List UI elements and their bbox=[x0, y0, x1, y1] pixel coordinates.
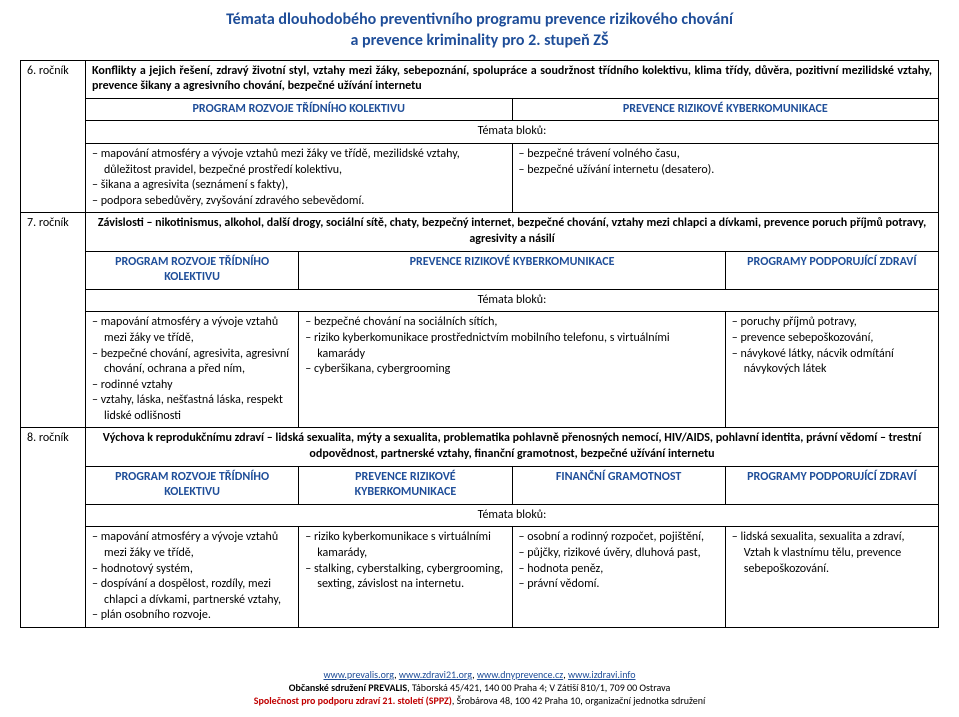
footer: www.prevalis.org, www.zdravi21.org, www.… bbox=[20, 668, 939, 707]
r7-col3: poruchy příjmů potravy, prevence sebepoš… bbox=[725, 312, 938, 428]
r7-topics-label: Témata bloků: bbox=[86, 289, 939, 312]
r8-topics-label: Témata bloků: bbox=[86, 504, 939, 527]
footer-link[interactable]: www.dnyprevence.cz bbox=[477, 668, 563, 681]
r6-right-list: bezpečné trávení volného času, bezpečné … bbox=[519, 147, 933, 178]
r8-topics-row: mapování atmosféry a vývoje vztahů mezi … bbox=[21, 527, 939, 628]
list-item: stalking, cyberstalking, cybergrooming, … bbox=[305, 562, 505, 593]
list-item: poruchy příjmů potravy, bbox=[732, 315, 932, 331]
r7-prog3: PROGRAMY PODPORUJÍCÍ ZDRAVÍ bbox=[725, 251, 938, 289]
r7-intro: Závislosti – nikotinismus, alkohol, dalš… bbox=[86, 213, 939, 251]
footer-link[interactable]: www.zdravi21.org bbox=[399, 668, 472, 681]
r7-col2: bezpečné chování na sociálních sítích, r… bbox=[299, 312, 726, 428]
r6-prog-right: PREVENCE RIZIKOVÉ KYBERKOMUNIKACE bbox=[512, 98, 939, 121]
list-item: vztahy, láska, nešťastná láska, respekt … bbox=[92, 393, 292, 424]
r6-left-list: mapování atmosféry a vývoje vztahů mezi … bbox=[92, 147, 506, 209]
r8-col3: osobní a rodinný rozpočet, pojištění, pů… bbox=[512, 527, 725, 628]
list-item: lidská sexualita, sexualita a zdraví, Vz… bbox=[732, 530, 932, 577]
r7-programs-row: PROGRAM ROZVOJE TŘÍDNÍHO KOLEKTIVU PREVE… bbox=[21, 251, 939, 289]
list-item: mapování atmosféry a vývoje vztahů mezi … bbox=[92, 147, 506, 178]
r8-intro: Výchova k reprodukčnímu zdraví – lidská … bbox=[86, 428, 939, 466]
main-title-line2: a prevence kriminality pro 2. stupeň ZŠ bbox=[20, 31, 939, 52]
r6-left-cell: mapování atmosféry a vývoje vztahů mezi … bbox=[86, 143, 513, 212]
footer-links: www.prevalis.org, www.zdravi21.org, www.… bbox=[20, 668, 939, 681]
r7-prog2: PREVENCE RIZIKOVÉ KYBERKOMUNIKACE bbox=[299, 251, 726, 289]
list-item: osobní a rodinný rozpočet, pojištění, bbox=[519, 530, 719, 546]
footer-link[interactable]: www.prevalis.org bbox=[323, 668, 394, 681]
r6-right-cell: bezpečné trávení volného času, bezpečné … bbox=[512, 143, 939, 212]
list-item: cyberšikana, cybergrooming bbox=[305, 362, 719, 378]
r7-prog1: PROGRAM ROZVOJE TŘÍDNÍHO KOLEKTIVU bbox=[86, 251, 299, 289]
r8-grade: 8. ročník bbox=[21, 428, 86, 628]
r8-col1: mapování atmosféry a vývoje vztahů mezi … bbox=[86, 527, 299, 628]
r8-programs-row: PROGRAM ROZVOJE TŘÍDNÍHO KOLEKTIVU PREVE… bbox=[21, 466, 939, 504]
r6-grade: 6. ročník bbox=[21, 60, 86, 213]
list-item: hodnota peněz, bbox=[519, 562, 719, 578]
r7-col1: mapování atmosféry a vývoje vztahů mezi … bbox=[86, 312, 299, 428]
main-table: 6. ročník Konflikty a jejich řešení, zdr… bbox=[20, 60, 939, 628]
r6-prog-left: PROGRAM ROZVOJE TŘÍDNÍHO KOLEKTIVU bbox=[86, 98, 513, 121]
r6-topics-label-row: Témata bloků: bbox=[21, 121, 939, 144]
list-item: prevence sebepoškozování, bbox=[732, 331, 932, 347]
r8-prog4: PROGRAMY PODPORUJÍCÍ ZDRAVÍ bbox=[725, 466, 938, 504]
list-item: půjčky, rizikové úvěry, dluhová past, bbox=[519, 546, 719, 562]
list-item: bezpečné užívání internetu (desatero). bbox=[519, 163, 933, 179]
list-item: plán osobního rozvoje. bbox=[92, 608, 292, 624]
list-item: riziko kyberkomunikace prostřednictvím m… bbox=[305, 331, 719, 362]
list-item: bezpečné trávení volného času, bbox=[519, 147, 933, 163]
r6-topics-row: mapování atmosféry a vývoje vztahů mezi … bbox=[21, 143, 939, 212]
list-item: bezpečné chování, agresivita, agresivní … bbox=[92, 347, 292, 378]
r6-programs-row: PROGRAM ROZVOJE TŘÍDNÍHO KOLEKTIVU PREVE… bbox=[21, 98, 939, 121]
list-item: podpora sebedůvěry, zvyšování zdravého s… bbox=[92, 194, 506, 210]
r8-col4: lidská sexualita, sexualita a zdraví, Vz… bbox=[725, 527, 938, 628]
list-item: návykové látky, nácvik odmítání návykový… bbox=[732, 347, 932, 378]
list-item: mapování atmosféry a vývoje vztahů mezi … bbox=[92, 315, 292, 346]
title-area: Témata dlouhodobého preventivního progra… bbox=[20, 10, 939, 52]
r6-intro: Konflikty a jejich řešení, zdravý životn… bbox=[86, 60, 939, 98]
r7-topics-label-row: Témata bloků: bbox=[21, 289, 939, 312]
r8-prog1: PROGRAM ROZVOJE TŘÍDNÍHO KOLEKTIVU bbox=[86, 466, 299, 504]
list-item: mapování atmosféry a vývoje vztahů mezi … bbox=[92, 530, 292, 561]
list-item: právní vědomí. bbox=[519, 577, 719, 593]
r7-grade: 7. ročník bbox=[21, 213, 86, 428]
list-item: šikana a agresivita (seznámení s fakty), bbox=[92, 178, 506, 194]
r8-topics-label-row: Témata bloků: bbox=[21, 504, 939, 527]
r6-topics-label: Témata bloků: bbox=[86, 121, 939, 144]
r6-intro-row: 6. ročník Konflikty a jejich řešení, zdr… bbox=[21, 60, 939, 98]
r8-prog3: FINANČNÍ GRAMOTNOST bbox=[512, 466, 725, 504]
main-title-line1: Témata dlouhodobého preventivního progra… bbox=[20, 10, 939, 31]
list-item: bezpečné chování na sociálních sítích, bbox=[305, 315, 719, 331]
r7-topics-row: mapování atmosféry a vývoje vztahů mezi … bbox=[21, 312, 939, 428]
r8-col2: riziko kyberkomunikace s virtuálními kam… bbox=[299, 527, 512, 628]
list-item: dospívání a dospělost, rozdíly, mezi chl… bbox=[92, 577, 292, 608]
footer-line2: Občanské sdružení PREVALIS, Táborská 45/… bbox=[20, 681, 939, 694]
r8-intro-row: 8. ročník Výchova k reprodukčnímu zdraví… bbox=[21, 428, 939, 466]
footer-line3: Společnost pro podporu zdraví 21. stolet… bbox=[20, 694, 939, 707]
list-item: riziko kyberkomunikace s virtuálními kam… bbox=[305, 530, 505, 561]
r8-prog2: PREVENCE RIZIKOVÉ KYBERKOMUNIKACE bbox=[299, 466, 512, 504]
footer-link[interactable]: www.izdravi.info bbox=[568, 668, 636, 681]
list-item: rodinné vztahy bbox=[92, 378, 292, 394]
r7-intro-row: 7. ročník Závislosti – nikotinismus, alk… bbox=[21, 213, 939, 251]
list-item: hodnotový systém, bbox=[92, 562, 292, 578]
